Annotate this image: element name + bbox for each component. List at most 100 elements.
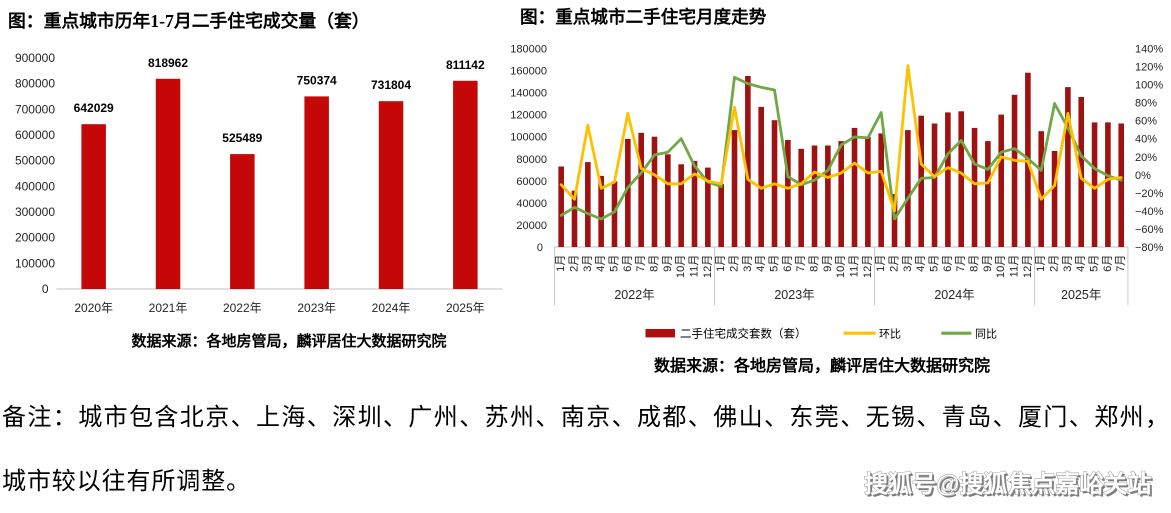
svg-text:600000: 600000 — [15, 128, 55, 142]
svg-text:3月: 3月 — [902, 255, 914, 272]
svg-text:800000: 800000 — [15, 77, 55, 91]
svg-text:6月: 6月 — [1102, 255, 1114, 272]
svg-text:525489: 525489 — [222, 131, 262, 145]
svg-text:2020年: 2020年 — [74, 301, 113, 315]
svg-text:642029: 642029 — [74, 101, 114, 115]
svg-text:7月: 7月 — [795, 255, 807, 272]
svg-text:7月: 7月 — [955, 255, 967, 272]
svg-text:140000: 140000 — [510, 88, 547, 100]
svg-text:100000: 100000 — [510, 132, 547, 144]
svg-text:0%: 0% — [1135, 170, 1151, 182]
svg-text:6月: 6月 — [622, 255, 634, 272]
svg-text:环比: 环比 — [879, 328, 901, 341]
svg-text:400000: 400000 — [15, 179, 55, 193]
svg-text:900000: 900000 — [15, 51, 55, 65]
svg-text:100%: 100% — [1135, 80, 1163, 92]
svg-text:0: 0 — [537, 242, 543, 254]
svg-text:2025年: 2025年 — [446, 301, 485, 315]
svg-text:700000: 700000 — [15, 102, 55, 116]
svg-text:60%: 60% — [1135, 116, 1157, 128]
svg-text:180000: 180000 — [510, 44, 547, 56]
svg-text:9月: 9月 — [822, 255, 834, 272]
svg-text:40%: 40% — [1135, 134, 1157, 146]
svg-text:10月: 10月 — [675, 255, 687, 279]
svg-text:2022年: 2022年 — [614, 288, 654, 302]
svg-text:同比: 同比 — [975, 328, 997, 341]
svg-text:图：重点城市历年1-7月二手住宅成交量（套）: 图：重点城市历年1-7月二手住宅成交量（套） — [8, 10, 370, 31]
svg-text:80%: 80% — [1135, 98, 1157, 110]
svg-text:140%: 140% — [1135, 44, 1163, 56]
svg-text:1月: 1月 — [875, 255, 887, 272]
svg-text:12月: 12月 — [1022, 255, 1034, 279]
svg-text:−40%: −40% — [1135, 206, 1164, 218]
svg-text:10月: 10月 — [835, 255, 847, 279]
svg-text:4月: 4月 — [1075, 255, 1087, 272]
svg-text:500000: 500000 — [15, 154, 55, 168]
svg-text:10月: 10月 — [995, 254, 1007, 278]
svg-text:3月: 3月 — [582, 255, 594, 272]
svg-text:9月: 9月 — [662, 255, 674, 272]
svg-text:6月: 6月 — [782, 255, 794, 272]
svg-text:图：重点城市二手住宅月度走势: 图：重点城市二手住宅月度走势 — [520, 7, 767, 27]
svg-text:8月: 8月 — [649, 255, 661, 272]
svg-text:−60%: −60% — [1135, 224, 1164, 236]
svg-text:12月: 12月 — [862, 255, 874, 279]
svg-text:120%: 120% — [1135, 62, 1163, 74]
svg-text:数据来源：各地房管局，麟评居住大数据研究院: 数据来源：各地房管局，麟评居住大数据研究院 — [654, 356, 990, 375]
svg-text:−20%: −20% — [1135, 188, 1164, 200]
svg-text:11月: 11月 — [689, 255, 701, 278]
svg-text:731804: 731804 — [371, 78, 411, 92]
svg-text:4月: 4月 — [595, 255, 607, 272]
svg-text:5月: 5月 — [1089, 255, 1101, 272]
svg-text:3月: 3月 — [1062, 255, 1074, 272]
svg-text:2月: 2月 — [889, 255, 901, 272]
svg-text:811142: 811142 — [446, 58, 485, 72]
svg-text:2024年: 2024年 — [934, 288, 974, 302]
svg-text:200000: 200000 — [15, 231, 55, 245]
svg-text:7月: 7月 — [1115, 255, 1127, 272]
svg-text:5月: 5月 — [769, 255, 781, 272]
svg-text:城市较以往有所调整。: 城市较以往有所调整。 — [2, 468, 251, 495]
svg-text:5月: 5月 — [609, 255, 621, 272]
svg-text:2025年: 2025年 — [1061, 288, 1101, 302]
svg-text:4月: 4月 — [755, 255, 767, 272]
svg-text:120000: 120000 — [510, 110, 547, 122]
svg-text:−80%: −80% — [1135, 242, 1164, 254]
svg-text:7月: 7月 — [635, 255, 647, 272]
svg-text:2023年: 2023年 — [774, 288, 814, 302]
svg-text:12月: 12月 — [702, 255, 714, 279]
svg-text:2022年: 2022年 — [223, 301, 262, 315]
svg-text:2023年: 2023年 — [297, 301, 336, 315]
svg-text:750374: 750374 — [297, 73, 337, 87]
svg-text:0: 0 — [42, 282, 49, 296]
svg-text:80000: 80000 — [516, 154, 547, 166]
svg-text:9月: 9月 — [982, 255, 994, 272]
svg-text:20000: 20000 — [516, 220, 547, 232]
svg-text:3月: 3月 — [742, 255, 754, 272]
svg-text:1月: 1月 — [715, 255, 727, 272]
svg-text:11月: 11月 — [849, 255, 861, 278]
svg-text:2024年: 2024年 — [372, 301, 411, 315]
svg-text:818962: 818962 — [148, 56, 188, 70]
svg-text:1月: 1月 — [1035, 255, 1047, 272]
svg-text:60000: 60000 — [516, 176, 547, 188]
svg-text:2月: 2月 — [569, 255, 581, 272]
svg-text:2月: 2月 — [729, 255, 741, 272]
svg-text:2021年: 2021年 — [149, 301, 188, 315]
svg-text:160000: 160000 — [510, 66, 547, 78]
svg-text:8月: 8月 — [969, 255, 981, 272]
svg-text:40000: 40000 — [516, 198, 547, 210]
svg-text:搜狐号@搜狐焦点嘉峪关站: 搜狐号@搜狐焦点嘉峪关站 — [864, 470, 1151, 498]
svg-text:2月: 2月 — [1049, 255, 1061, 272]
svg-text:100000: 100000 — [15, 256, 55, 270]
svg-text:6月: 6月 — [942, 255, 954, 272]
svg-text:备注：城市包含北京、上海、深圳、广州、苏州、南京、成都、佛山: 备注：城市包含北京、上海、深圳、广州、苏州、南京、成都、佛山、东莞、无锡、青岛、… — [2, 404, 1170, 431]
svg-text:300000: 300000 — [15, 205, 55, 219]
svg-text:数据来源：各地房管局，麟评居住大数据研究院: 数据来源：各地房管局，麟评居住大数据研究院 — [131, 332, 446, 350]
svg-text:11月: 11月 — [1009, 255, 1021, 278]
svg-text:1月: 1月 — [555, 255, 567, 272]
svg-text:4月: 4月 — [915, 255, 927, 272]
svg-text:搜狐号@搜狐焦点嘉峪关站: 搜狐号@搜狐焦点嘉峪关站 — [866, 472, 1153, 500]
svg-text:20%: 20% — [1135, 152, 1157, 164]
svg-text:8月: 8月 — [809, 255, 821, 272]
